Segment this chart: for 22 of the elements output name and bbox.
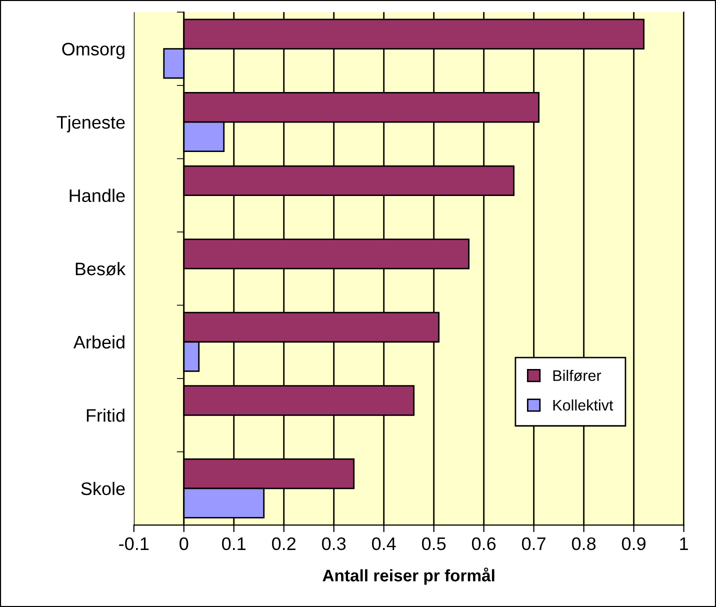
- y-tick-label: Arbeid: [73, 335, 124, 349]
- y-tick-label: Fritid: [86, 408, 124, 422]
- x-tick-label: 0.5: [422, 537, 446, 550]
- x-tick-label: 0: [180, 537, 188, 550]
- x-tick-label: 1: [680, 538, 688, 550]
- legend-label: Bilfører: [553, 370, 602, 382]
- x-tick-label: 0.7: [522, 537, 546, 550]
- x-tick-label: 0.9: [622, 537, 646, 550]
- y-tick-label: Besøk: [76, 262, 126, 276]
- x-tick-label: 0.6: [472, 537, 496, 550]
- legend-label: Kollektivt: [553, 399, 614, 411]
- x-tick-label: 0.4: [372, 537, 396, 550]
- x-axis-title: Antall reiser pr formål: [322, 568, 494, 585]
- y-tick-label: Tjeneste: [56, 116, 125, 132]
- x-tick-label: -0.1: [119, 537, 149, 550]
- x-tick-label: 0.3: [322, 537, 346, 550]
- y-tick-label: Handle: [70, 188, 125, 202]
- y-tick-label: Omsorg: [62, 42, 124, 60]
- x-tick-label: 0.8: [572, 537, 596, 550]
- x-tick-label: 0.1: [222, 537, 246, 550]
- y-tick-label: Skole: [81, 482, 125, 496]
- x-tick-label: 0.2: [272, 537, 296, 550]
